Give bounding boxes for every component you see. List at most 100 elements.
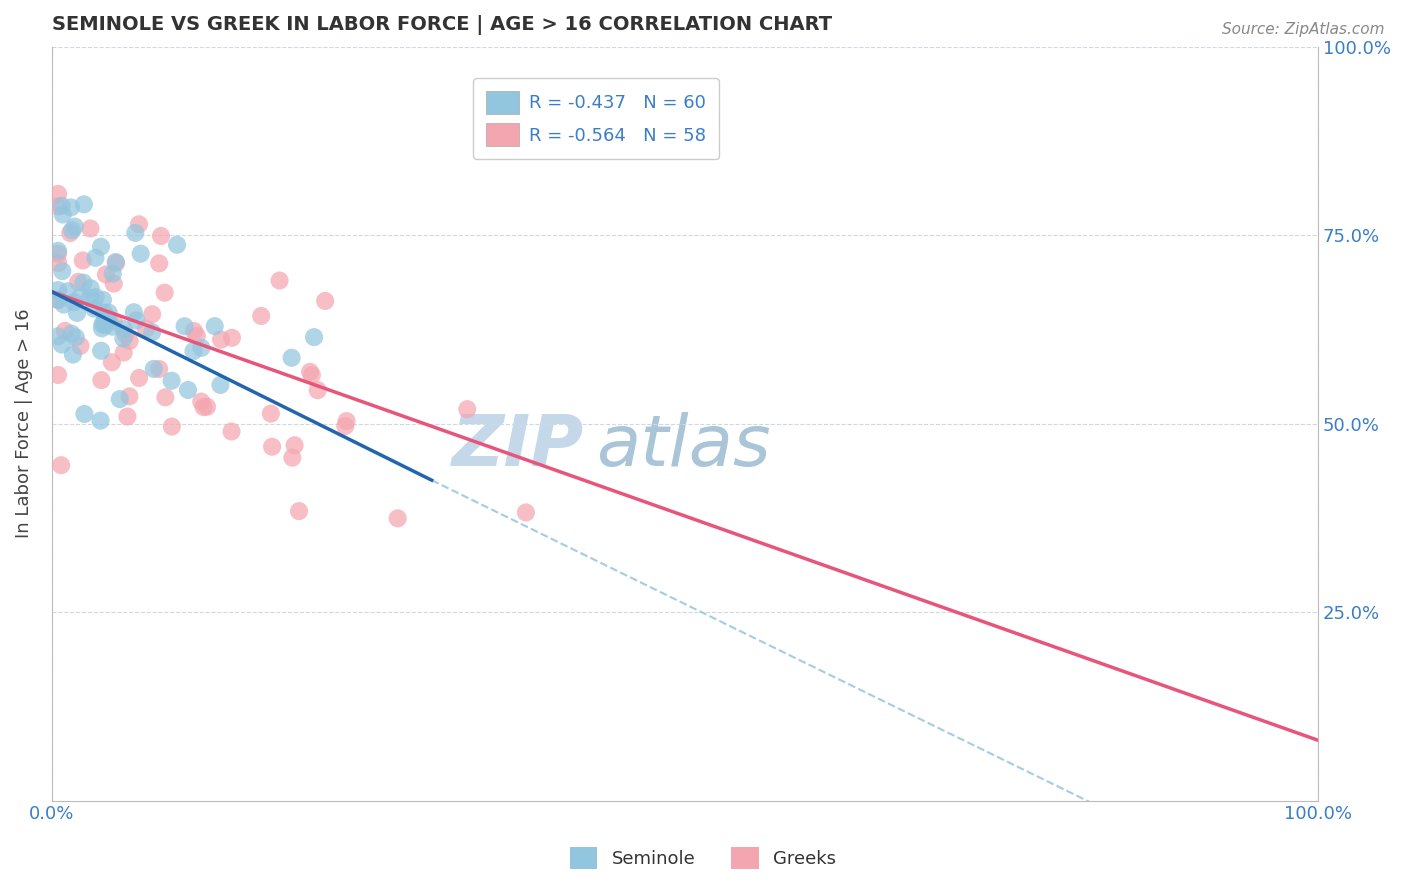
Point [94,318,117,332]
Point [53,324,76,338]
Point [299,365,322,379]
Text: SEMINOLE VS GREEK IN LABOR FORCE | AGE > 16 CORRELATION CHART: SEMINOLE VS GREEK IN LABOR FORCE | AGE >… [52,15,832,35]
Point [142,362,165,376]
Point [59,226,82,240]
Point [150,229,173,244]
Point [46,283,69,297]
Point [83,301,105,316]
Point [166,237,188,252]
Text: atlas: atlas [596,412,770,481]
Point [90,373,112,387]
Point [209,333,232,347]
Y-axis label: In Labor Force | Age > 16: In Labor Force | Age > 16 [15,309,32,539]
Point [190,341,212,355]
Point [112,345,135,359]
Point [284,438,307,452]
Point [72,276,94,290]
Point [52,207,75,221]
Point [183,344,205,359]
Point [79,281,101,295]
Point [280,351,302,365]
Point [148,362,170,376]
Point [84,251,107,265]
Point [91,293,114,307]
Point [173,319,195,334]
Point [46,186,69,201]
Point [104,255,127,269]
Point [129,246,152,260]
Point [46,256,69,270]
Point [301,368,323,383]
Point [141,325,163,339]
Point [155,390,177,404]
Point [93,316,115,330]
Point [73,197,96,211]
Point [60,326,83,341]
Point [63,219,86,234]
Point [51,264,73,278]
Point [160,419,183,434]
Point [262,440,284,454]
Point [69,339,91,353]
Point [90,240,112,254]
Point [51,199,73,213]
Point [108,392,131,406]
Point [269,274,291,288]
Point [79,221,101,235]
Point [186,329,208,343]
Point [183,324,205,338]
Point [128,371,150,385]
Point [49,458,72,473]
Point [97,305,120,319]
Point [141,307,163,321]
Point [221,425,243,439]
Point [73,407,96,421]
Point [46,247,69,261]
Point [118,334,141,348]
Text: Source: ZipAtlas.com: Source: ZipAtlas.com [1222,22,1385,37]
Point [69,290,91,304]
Point [101,267,124,281]
Point [46,329,69,343]
Point [101,319,124,334]
Point [128,217,150,231]
Point [93,306,115,320]
Point [281,450,304,465]
Point [72,253,94,268]
Point [101,355,124,369]
Point [60,223,83,237]
Point [314,293,336,308]
Point [103,277,125,291]
Point [90,414,112,428]
Point [66,306,89,320]
Point [160,374,183,388]
Point [46,368,69,382]
Point [46,199,69,213]
Point [302,330,325,344]
Point [63,295,86,310]
Point [46,244,69,258]
Point [46,293,69,307]
Point [79,291,101,305]
Point [135,322,157,336]
Point [125,313,148,327]
Point [91,318,114,332]
Point [90,321,112,335]
Point [307,383,329,397]
Point [209,378,232,392]
Point [117,409,139,424]
Point [65,330,87,344]
Point [122,305,145,319]
Point [112,332,135,346]
Point [221,331,243,345]
Text: ZIP: ZIP [451,412,583,481]
Point [288,504,311,518]
Point [52,297,75,311]
Point [46,293,69,307]
Point [190,394,212,409]
Legend: R = -0.437   N = 60, R = -0.564   N = 58: R = -0.437 N = 60, R = -0.564 N = 58 [474,78,718,159]
Point [456,402,478,417]
Point [94,268,117,282]
Point [62,347,84,361]
Point [335,419,357,434]
